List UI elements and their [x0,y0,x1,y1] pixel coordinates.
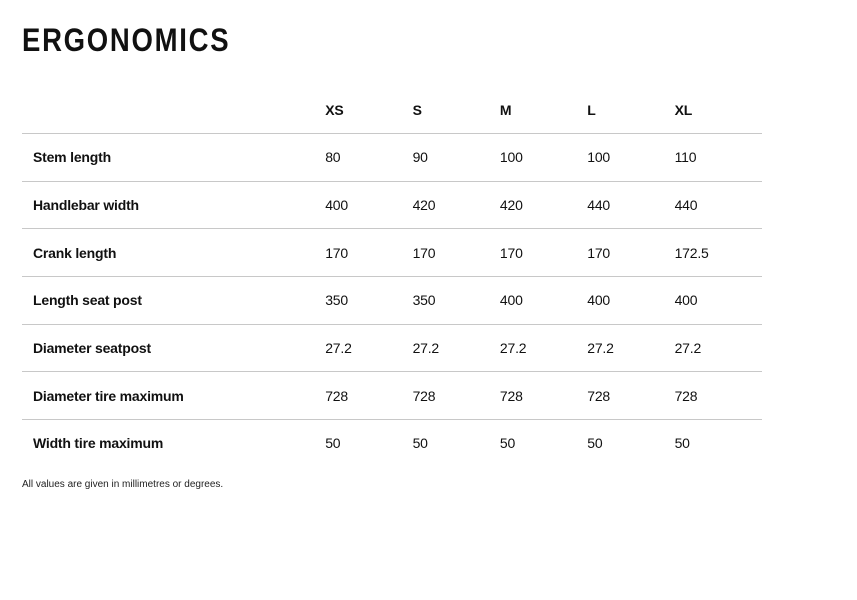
row-label: Handlebar width [33,197,139,214]
cell-value: 728 [674,387,698,404]
column-header-s: S [412,102,422,118]
cell-value: 420 [412,197,436,214]
cell-value: 400 [674,292,698,309]
cell-value: 728 [499,387,523,404]
cell-value: 170 [325,244,348,261]
ergonomics-table: XS S M L XL Stem length 80 90 100 100 110 Handleba… [22,87,762,467]
table-row: Width tire maximum 50 50 50 50 50 [22,419,762,467]
row-label: Crank length [33,244,117,261]
cell-value: 27.2 [499,340,527,357]
cell-value: 50 [674,435,690,452]
cell-value: 27.2 [674,340,702,357]
cell-value: 170 [499,244,523,261]
cell-value: 400 [587,292,611,309]
column-header-m: M [499,102,512,118]
cell-value: 350 [325,292,348,309]
cell-value: 50 [325,435,341,452]
row-label: Diameter tire maximum [33,387,184,404]
cell-value: 440 [674,197,698,214]
cell-value: 27.2 [587,340,614,357]
cell-value: 170 [587,244,611,261]
cell-value: 100 [587,149,611,166]
cell-value: 400 [499,292,523,309]
cell-value: 50 [499,435,516,452]
units-note: All values are given in millimetres or d… [22,479,224,490]
page-title: ERGONOMICS [22,22,231,58]
cell-value: 80 [325,149,341,166]
header-empty [22,87,325,134]
row-label: Diameter seatpost [33,340,151,357]
cell-value: 50 [587,435,603,452]
cell-value: 90 [412,149,428,166]
row-label: Stem length [33,149,111,166]
table-row: Handlebar width 400 420 420 440 440 [22,181,762,229]
row-label: Width tire maximum [33,435,164,452]
cell-value: 50 [412,435,428,452]
cell-value: 110 [674,149,697,166]
table-row: Length seat post 350 350 400 400 400 [22,276,762,325]
cell-value: 27.2 [412,340,440,357]
cell-value: 728 [325,387,348,404]
column-header-xs: XS [325,102,344,118]
cell-value: 100 [499,149,523,166]
column-header-xl: XL [674,102,693,118]
cell-value: 172.5 [674,244,709,261]
table-row: Diameter seatpost 27.2 27.2 27.2 27.2 27.2 [22,324,762,372]
cell-value: 350 [412,292,436,309]
table-row: Diameter tire maximum 728 728 728 728 728 [22,371,762,420]
cell-value: 728 [587,387,611,404]
cell-value: 170 [412,244,436,261]
row-label: Length seat post [33,292,142,309]
cell-value: 728 [412,387,436,404]
table-row: Crank length 170 170 170 170 172.5 [22,228,762,277]
cell-value: 440 [587,197,611,214]
column-header-l: L [587,102,596,118]
cell-value: 27.2 [325,340,352,357]
table-row: Stem length 80 90 100 100 110 [22,133,762,182]
cell-value: 400 [325,197,348,214]
cell-value: 420 [499,197,523,214]
table-header: XS S M L XL [22,87,762,134]
